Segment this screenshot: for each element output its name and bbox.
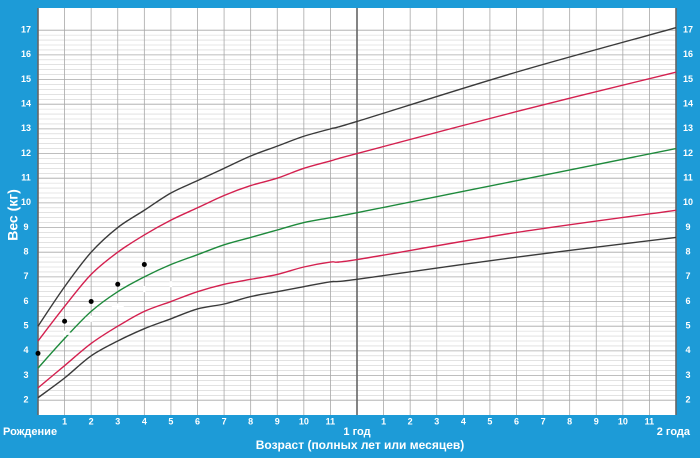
x-tick-label: 3 [434, 416, 439, 426]
y-tick-label: 14 [21, 99, 31, 109]
measurement-cross [138, 286, 151, 293]
growth-curve [37, 236, 677, 399]
growth-curve [37, 209, 677, 389]
y-tick-label-right: 3 [685, 370, 690, 380]
x-tick-label: 8 [248, 416, 253, 426]
measurement-dot [88, 299, 94, 305]
x-tick-label: 11 [326, 416, 336, 426]
measurement-dot [35, 350, 41, 356]
x-tick-label: 11 [645, 416, 655, 426]
x-tick-label: 3 [115, 416, 120, 426]
y-tick-label: 4 [23, 345, 28, 355]
x-tick-label: 10 [618, 416, 628, 426]
y-tick-label: 13 [21, 123, 31, 133]
measurement-dot [115, 281, 121, 287]
x-axis-title: Возраст (полных лет или месяцев) [256, 438, 465, 452]
y-tick-label-right: 13 [683, 123, 693, 133]
x-tick-label: 1 [381, 416, 386, 426]
measurement-dot [62, 318, 68, 324]
y-tick-label: 16 [21, 49, 31, 59]
y-tick-label-right: 16 [683, 49, 693, 59]
y-tick-label-right: 12 [683, 148, 693, 158]
y-tick-label: 7 [23, 271, 28, 281]
y-tick-label: 8 [23, 247, 28, 257]
x-tick-label: 8 [567, 416, 572, 426]
x-tick-label: 6 [195, 416, 200, 426]
growth-curve [37, 27, 677, 327]
x-tick-label: 2 [89, 416, 94, 426]
y-tick-label: 17 [21, 25, 31, 35]
y-tick-label-right: 7 [685, 271, 690, 281]
x-tick-label: 1 год [343, 426, 370, 438]
x-tick-label: 4 [461, 416, 466, 426]
x-tick-label: 10 [299, 416, 309, 426]
x-tick-label: 2 [408, 416, 413, 426]
x-tick-label: Рождение [3, 426, 57, 438]
x-tick-label: 2 года [657, 426, 691, 438]
y-tick-label-right: 10 [683, 197, 693, 207]
y-tick-label-right: 8 [685, 247, 690, 257]
x-tick-label: 5 [487, 416, 492, 426]
y-tick-label-right: 6 [685, 296, 690, 306]
measurement-cross [58, 330, 71, 337]
y-tick-label: 11 [21, 173, 31, 183]
measurement-dot [141, 262, 147, 268]
y-tick-label: 3 [23, 370, 28, 380]
measurement-cross [164, 281, 177, 288]
y-tick-label-right: 11 [683, 173, 693, 183]
y-tick-label: 9 [23, 222, 28, 232]
y-axis-title: Вес (кг) [5, 189, 21, 241]
y-tick-label: 10 [21, 197, 31, 207]
x-tick-label: 7 [222, 416, 227, 426]
x-tick-label: 9 [594, 416, 599, 426]
y-tick-label: 5 [23, 321, 28, 331]
y-tick-label: 15 [21, 74, 31, 84]
y-tick-label-right: 17 [683, 25, 693, 35]
y-tick-label: 6 [23, 296, 28, 306]
y-tick-label-right: 5 [685, 321, 690, 331]
x-tick-label: 1 [62, 416, 67, 426]
x-tick-label: 7 [541, 416, 546, 426]
y-tick-label-right: 9 [685, 222, 690, 232]
measurement-cross [85, 315, 98, 322]
x-tick-label: 5 [168, 416, 173, 426]
y-tick-label-right: 4 [685, 345, 690, 355]
measurement-cross [111, 303, 124, 310]
y-tick-label-right: 14 [683, 99, 693, 109]
x-tick-label: 6 [514, 416, 519, 426]
growth-curve [37, 71, 677, 342]
y-tick-label: 12 [21, 148, 31, 158]
growth-curve [37, 147, 677, 369]
y-tick-label-right: 2 [685, 395, 690, 405]
y-tick-label-right: 15 [683, 74, 693, 84]
y-tick-label: 2 [23, 395, 28, 405]
x-tick-label: 4 [142, 416, 147, 426]
x-tick-label: 9 [275, 416, 280, 426]
